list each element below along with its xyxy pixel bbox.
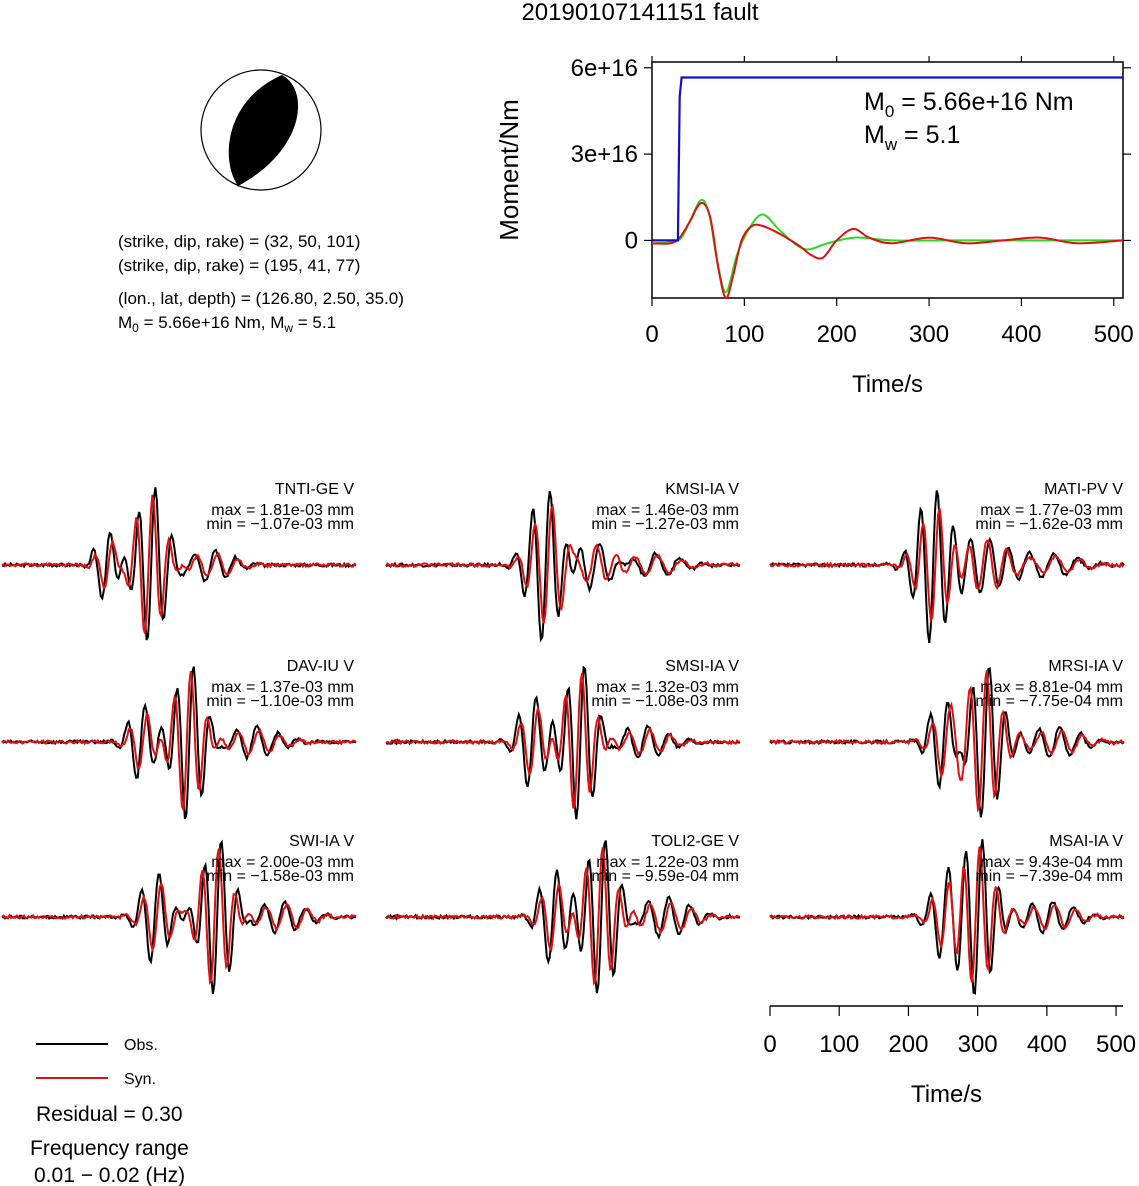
mechanism-plane2: (strike, dip, rake) = (195, 41, 77) bbox=[118, 256, 360, 275]
station-max: max = 1.77e-03 mm bbox=[980, 502, 1123, 519]
x-tick-label: 100 bbox=[724, 321, 764, 348]
mechanism-moment: M0 = 5.66e+16 Nm, Mw = 5.1 bbox=[118, 313, 336, 335]
legend-obs-label: Obs. bbox=[124, 1037, 158, 1054]
annotation-mw: Mw = 5.1 bbox=[864, 121, 960, 154]
station-name: KMSI-IA V bbox=[665, 481, 739, 498]
moment-line bbox=[652, 76, 1123, 242]
legend: Obs. Syn. bbox=[36, 1037, 158, 1088]
time-axis-tick-label: 300 bbox=[958, 1031, 998, 1058]
x-tick-label: 300 bbox=[909, 321, 949, 348]
synthetic-trace bbox=[385, 503, 741, 624]
moment-chart: 0 100 200 300 400 500 0 3e+16 6e+16 Time/s Moment/… bbox=[494, 55, 1134, 398]
synthetic-trace bbox=[1, 494, 357, 634]
moment-value: = 5.66e+16 Nm, M bbox=[139, 313, 285, 332]
moment-m: M bbox=[118, 313, 132, 332]
station-max: max = 8.81e-04 mm bbox=[980, 679, 1123, 696]
y-tick-label: 0 bbox=[625, 227, 638, 254]
x-tick-label: 0 bbox=[645, 321, 658, 348]
synthetic-trace bbox=[385, 847, 740, 987]
station-max: max = 9.43e-04 mm bbox=[980, 854, 1123, 871]
waveform-time-axis: 0 100 200 300 400 500 Time/s bbox=[763, 1005, 1136, 1108]
mechanism-plane1: (strike, dip, rake) = (32, 50, 101) bbox=[118, 232, 360, 251]
time-axis-tick-label: 0 bbox=[763, 1031, 776, 1058]
station-name: SWI-IA V bbox=[289, 833, 354, 850]
y-tick-label: 6e+16 bbox=[571, 55, 638, 82]
time-axis-tick-label: 100 bbox=[819, 1031, 859, 1058]
x-tick-label: 500 bbox=[1094, 321, 1134, 348]
station-name: TOLI2-GE V bbox=[651, 833, 739, 850]
station-min: min = −1.10e-03 mm bbox=[206, 693, 354, 710]
station-name: DAV-IU V bbox=[287, 658, 355, 675]
station-name: MATI-PV V bbox=[1044, 481, 1123, 498]
annotation-m0-text: = 5.66e+16 Nm bbox=[894, 88, 1073, 116]
station-min: min = −7.39e-04 mm bbox=[975, 868, 1123, 885]
figure-title: 20190107141151 fault bbox=[521, 0, 758, 26]
x-axis-label: Time/s bbox=[852, 371, 923, 398]
station-min: min = −9.59e-04 mm bbox=[591, 868, 739, 885]
moment-chart-frame bbox=[651, 61, 1124, 299]
synthetic-trace bbox=[769, 846, 1125, 983]
synthetic-trace bbox=[769, 670, 1125, 813]
station-name: TNTI-GE V bbox=[275, 481, 354, 498]
station-max: max = 1.22e-03 mm bbox=[596, 854, 739, 871]
frequency-title: Frequency range bbox=[30, 1137, 189, 1160]
x-tick-label: 400 bbox=[1001, 321, 1041, 348]
mw-sub: w bbox=[283, 321, 293, 335]
moment-sub: 0 bbox=[132, 321, 139, 335]
station-min: min = −1.08e-03 mm bbox=[591, 693, 739, 710]
station-name: SMSI-IA V bbox=[665, 658, 739, 675]
station-name: MSAI-IA V bbox=[1049, 833, 1123, 850]
annotation-m0: M0 = 5.66e+16 Nm bbox=[864, 88, 1074, 121]
annotation-mw-sub: w bbox=[884, 135, 898, 154]
synthetic-trace bbox=[1, 848, 357, 986]
residual-text: Residual = 0.30 bbox=[36, 1103, 183, 1126]
annotation-m0-sub: 0 bbox=[885, 102, 894, 121]
time-axis-tick-label: 200 bbox=[888, 1031, 928, 1058]
station-min: min = −1.07e-03 mm bbox=[206, 516, 354, 533]
mw-value: = 5.1 bbox=[293, 313, 336, 332]
y-axis-label: Moment/Nm bbox=[494, 99, 524, 241]
observed-trace bbox=[769, 666, 1125, 818]
annotation-m0-m: M bbox=[864, 88, 885, 116]
synthetic-trace bbox=[769, 508, 1125, 624]
y-tick-label: 3e+16 bbox=[571, 141, 638, 168]
station-name: MRSI-IA V bbox=[1048, 658, 1123, 675]
beachball-icon bbox=[200, 69, 322, 191]
time-axis-tick-label: 500 bbox=[1096, 1031, 1136, 1058]
station-min: min = −1.27e-03 mm bbox=[591, 516, 739, 533]
annotation-mw-m: M bbox=[864, 121, 885, 149]
station-min: min = −1.62e-03 mm bbox=[975, 516, 1123, 533]
station-max: max = 1.81e-03 mm bbox=[211, 502, 354, 519]
station-max: max = 2.00e-03 mm bbox=[211, 854, 354, 871]
mechanism-location: (lon., lat, depth) = (126.80, 2.50, 35.0… bbox=[118, 289, 404, 308]
station-max: max = 1.37e-03 mm bbox=[211, 679, 354, 696]
observed-trace bbox=[385, 840, 741, 994]
station-max: max = 1.46e-03 mm bbox=[596, 502, 739, 519]
station-max: max = 1.32e-03 mm bbox=[596, 679, 739, 696]
annotation-mw-text: = 5.1 bbox=[897, 121, 960, 149]
time-axis-tick-label: 400 bbox=[1027, 1031, 1067, 1058]
legend-syn-label: Syn. bbox=[124, 1071, 156, 1088]
stf-green-line bbox=[651, 198, 1123, 294]
synthetic-trace bbox=[1, 670, 357, 814]
station-min: min = −1.58e-03 mm bbox=[206, 868, 354, 885]
station-min: min = −7.75e-04 mm bbox=[975, 693, 1123, 710]
x-tick-label: 200 bbox=[817, 321, 857, 348]
time-axis-label: Time/s bbox=[911, 1081, 982, 1108]
frequency-range: 0.01 − 0.02 (Hz) bbox=[34, 1164, 185, 1186]
synthetic-trace bbox=[385, 672, 741, 809]
stf-red-line bbox=[651, 201, 1124, 300]
